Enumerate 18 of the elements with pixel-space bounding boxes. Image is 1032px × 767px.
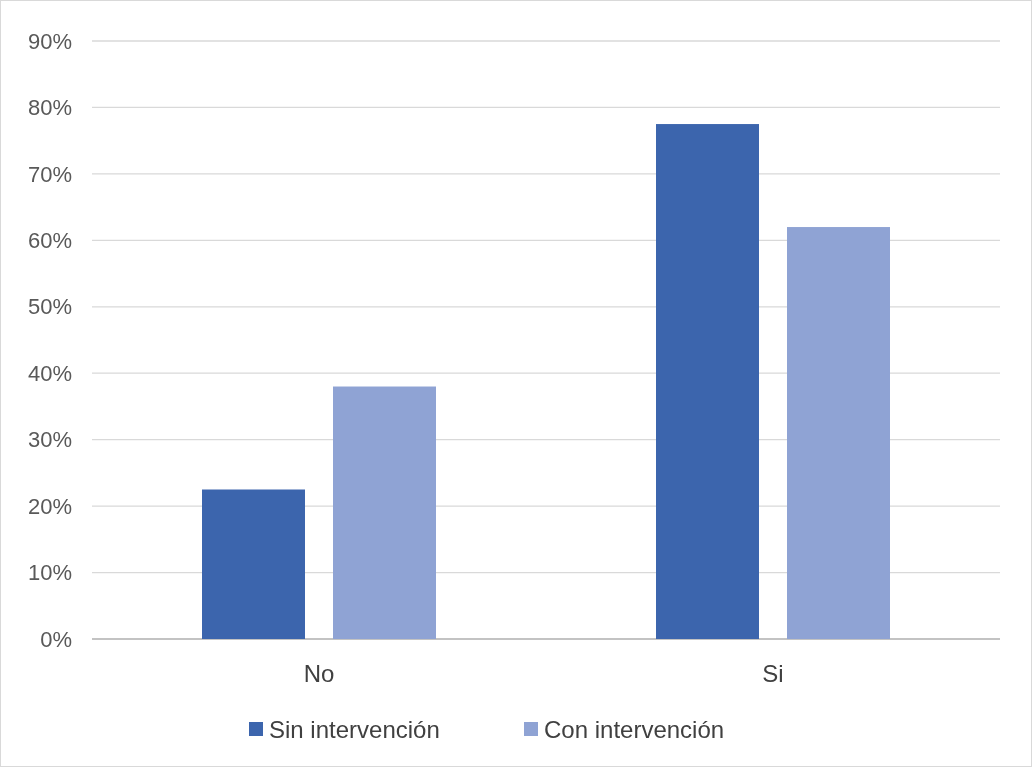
x-tick-label: Si <box>762 660 784 687</box>
legend-label: Con intervención <box>544 716 725 744</box>
y-tick-label: 90% <box>27 28 72 54</box>
y-tick-label: 70% <box>27 161 72 187</box>
bar <box>656 124 759 639</box>
bar <box>333 386 436 639</box>
bar <box>787 227 890 639</box>
x-tick-label: No <box>303 660 335 687</box>
y-tick-label: 10% <box>27 560 72 586</box>
y-tick-label: 50% <box>27 294 72 320</box>
y-tick-label: 0% <box>40 626 72 652</box>
y-tick-label: 80% <box>27 95 72 121</box>
legend-label: Sin intervención <box>269 716 440 744</box>
y-tick-label: 20% <box>27 493 72 519</box>
y-tick-label: 60% <box>27 228 72 254</box>
y-tick-label: 40% <box>27 360 72 386</box>
y-tick-label: 30% <box>27 427 72 453</box>
bar <box>202 489 305 639</box>
